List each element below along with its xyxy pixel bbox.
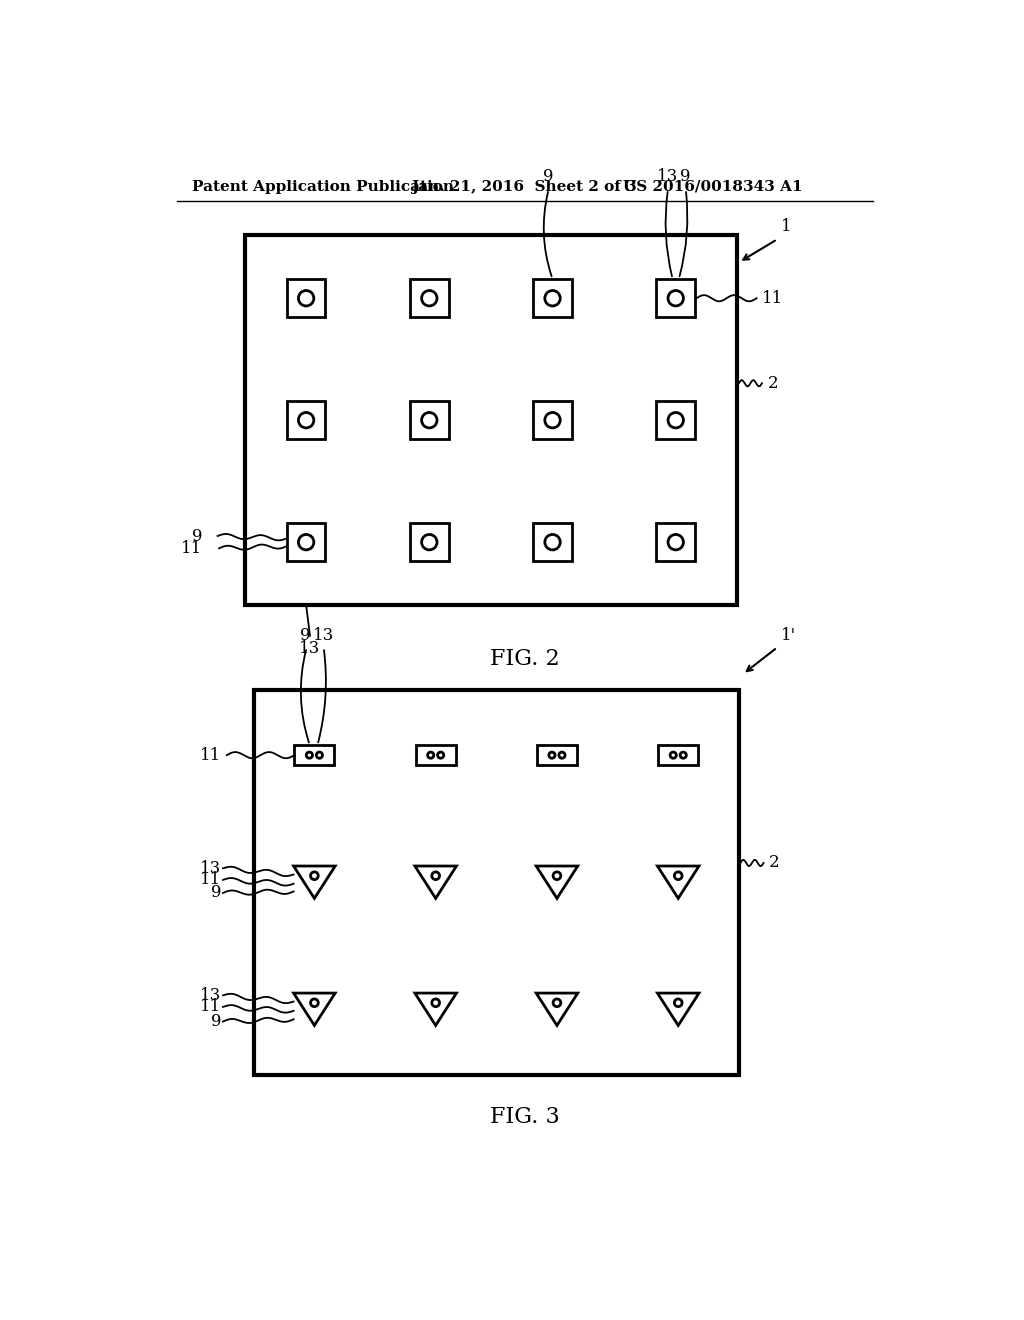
Bar [245,235,737,605]
Circle shape [298,412,313,428]
Text: FIG. 3: FIG. 3 [489,1106,560,1129]
Circle shape [553,999,561,1007]
Bar [534,401,571,440]
Text: 11: 11 [200,747,221,764]
Text: 1: 1 [781,218,792,235]
Polygon shape [657,866,699,899]
Bar [410,523,449,561]
Bar [294,744,335,766]
Bar [410,401,449,440]
Text: 9: 9 [544,169,554,185]
Circle shape [668,412,683,428]
Circle shape [310,873,318,879]
Text: 2: 2 [767,375,778,392]
Text: US 2016/0018343 A1: US 2016/0018343 A1 [624,180,803,194]
Text: 11: 11 [200,871,221,888]
Circle shape [545,535,560,550]
Text: Patent Application Publication: Patent Application Publication [193,180,455,194]
Bar [416,744,456,766]
Circle shape [428,752,434,758]
Circle shape [422,535,437,550]
Text: 9: 9 [211,1012,221,1030]
Text: 11: 11 [181,540,202,557]
Text: 9: 9 [681,169,691,185]
Text: 11: 11 [762,289,783,306]
Circle shape [670,752,676,758]
Bar [287,523,326,561]
Text: 13: 13 [299,640,321,656]
Bar [534,279,571,318]
Text: 13: 13 [657,169,679,185]
Circle shape [545,290,560,306]
Text: 9: 9 [300,627,310,644]
Polygon shape [415,993,457,1026]
Text: 9: 9 [211,884,221,902]
Circle shape [310,999,318,1007]
Text: 2: 2 [769,854,779,871]
Bar [254,689,739,1074]
Text: 11: 11 [200,998,221,1015]
Polygon shape [537,866,578,899]
Text: 9: 9 [191,528,202,545]
Circle shape [559,752,565,758]
Circle shape [306,752,312,758]
Bar [656,523,695,561]
Circle shape [545,412,560,428]
Bar [287,279,326,318]
Polygon shape [294,866,335,899]
Text: 13: 13 [200,859,221,876]
Text: 13: 13 [313,627,334,644]
Circle shape [553,873,561,879]
Text: 13: 13 [200,987,221,1005]
Circle shape [437,752,443,758]
Bar [658,744,698,766]
Text: 1': 1' [781,627,797,644]
Bar [534,523,571,561]
Circle shape [422,412,437,428]
Bar [410,279,449,318]
Circle shape [422,290,437,306]
Polygon shape [537,993,578,1026]
Polygon shape [415,866,457,899]
Circle shape [298,290,313,306]
Circle shape [316,752,323,758]
Circle shape [432,999,439,1007]
Circle shape [668,290,683,306]
Text: FIG. 2: FIG. 2 [490,648,559,671]
Circle shape [298,535,313,550]
Circle shape [675,999,682,1007]
Circle shape [668,535,683,550]
Bar [656,401,695,440]
Polygon shape [294,993,335,1026]
Polygon shape [657,993,699,1026]
Bar [287,401,326,440]
Bar [656,279,695,318]
Text: Jan. 21, 2016  Sheet 2 of 3: Jan. 21, 2016 Sheet 2 of 3 [412,180,637,194]
Circle shape [675,873,682,879]
Circle shape [680,752,686,758]
Circle shape [432,873,439,879]
Bar [537,744,577,766]
Circle shape [549,752,555,758]
